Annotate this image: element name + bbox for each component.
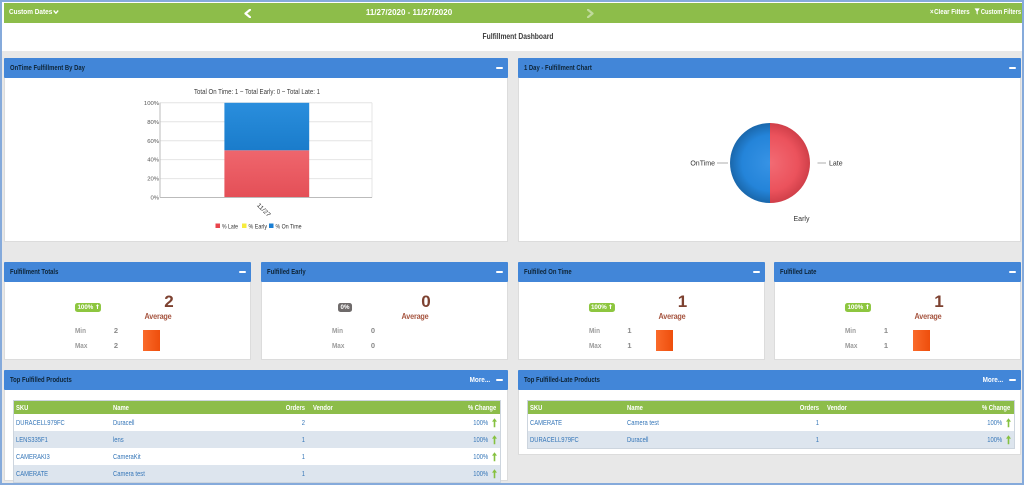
svg-text:Late: Late — [829, 161, 843, 168]
svg-text:40%: 40% — [147, 158, 160, 164]
svg-text:Total On Time: 1 ~ Total Early: Total On Time: 1 ~ Total Early: 0 ~ Tota… — [194, 87, 320, 96]
svg-text:0%: 0% — [150, 196, 159, 202]
svg-text:Early: Early — [794, 216, 810, 223]
svg-text:% Late: % Late — [222, 224, 239, 230]
svg-text:11/27: 11/27 — [255, 202, 272, 219]
svg-text:60%: 60% — [147, 139, 160, 145]
svg-text:100%: 100% — [144, 101, 160, 107]
svg-text:80%: 80% — [147, 120, 160, 126]
svg-text:OnTime: OnTime — [690, 161, 715, 168]
svg-text:20%: 20% — [147, 177, 160, 183]
svg-text:% On Time: % On Time — [276, 224, 303, 230]
svg-text:% Early: % Early — [249, 224, 268, 230]
